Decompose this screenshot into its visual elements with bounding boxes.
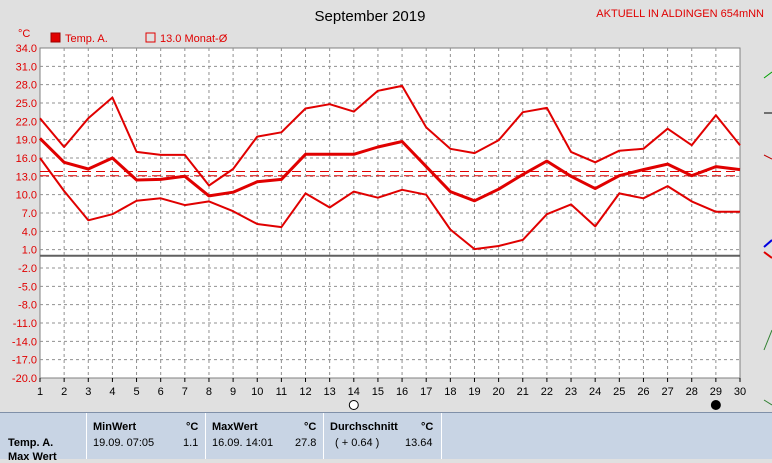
moon-phases xyxy=(348,400,721,410)
min-value: 1.1 xyxy=(183,437,199,449)
y-tick-label: -8.0 xyxy=(18,300,37,312)
y-tick-label: 7.0 xyxy=(22,208,37,220)
right-edge-fragments xyxy=(763,71,772,406)
x-tick-label: 21 xyxy=(517,386,529,398)
y-tick-label: 22.0 xyxy=(16,116,37,128)
y-tick-label: 16.0 xyxy=(16,153,37,165)
x-tick-label: 4 xyxy=(109,386,115,398)
y-tick-label: 31.0 xyxy=(16,61,37,73)
min-header: MinWert xyxy=(93,421,137,433)
x-tick-label: 10 xyxy=(251,386,263,398)
min-time: 19.09. 07:05 xyxy=(93,437,155,449)
x-tick-label: 20 xyxy=(492,386,504,398)
max-value: 27.8 xyxy=(295,437,317,449)
legend-temp-label: Temp. A. xyxy=(65,33,108,45)
x-tick-label: 1 xyxy=(37,386,43,398)
y-tick-label: -11.0 xyxy=(13,318,37,330)
min-unit: °C xyxy=(186,421,199,433)
full-moon-icon xyxy=(348,400,359,410)
y-tick-label: -17.0 xyxy=(12,355,37,367)
stats-row-label-cut: Max Wert xyxy=(8,451,57,463)
y-tick-label: 1.0 xyxy=(22,245,37,257)
x-tick-label: 30 xyxy=(734,386,746,398)
y-tick-label: -5.0 xyxy=(18,281,37,293)
station-label: AKTUELL IN ALDINGEN 654mNN xyxy=(596,8,764,20)
max-header: MaxWert xyxy=(212,421,258,433)
x-tick-label: 18 xyxy=(444,386,456,398)
x-tick-label: 12 xyxy=(299,386,311,398)
max-time: 16.09. 14:01 xyxy=(212,437,274,449)
series-line-max xyxy=(39,84,741,187)
series-line-temp-a xyxy=(38,137,741,203)
x-tick-label: 9 xyxy=(230,386,236,398)
max-unit: °C xyxy=(304,421,317,433)
legend-avg-label: 13.0 Monat-Ø xyxy=(160,33,228,45)
x-tick-label: 2 xyxy=(61,386,67,398)
x-tick-label: 6 xyxy=(158,386,164,398)
avg-unit: °C xyxy=(421,421,434,433)
x-tick-label: 19 xyxy=(468,386,480,398)
x-tick-label: 16 xyxy=(396,386,408,398)
y-tick-label: 10.0 xyxy=(16,190,37,202)
x-tick-label: 3 xyxy=(85,386,91,398)
x-tick-label: 17 xyxy=(420,386,432,398)
new-moon-icon xyxy=(710,400,721,410)
chart-title: September 2019 xyxy=(315,8,426,25)
series xyxy=(38,84,741,251)
x-tick-label: 8 xyxy=(206,386,212,398)
legend-temp-swatch xyxy=(50,32,61,43)
y-tick-label: -20.0 xyxy=(12,373,37,385)
y-axis: 34.0 31.0 28.0 25.0 22.0 19.0 16.0 13.0 10.0 7.0 4… xyxy=(12,43,37,385)
y-unit-label: °C xyxy=(18,28,30,40)
x-tick-label: 22 xyxy=(541,386,553,398)
x-tick-label: 15 xyxy=(372,386,384,398)
series-line-min xyxy=(39,157,740,251)
x-tick-label: 13 xyxy=(324,386,336,398)
x-tick-label: 23 xyxy=(565,386,577,398)
avg-delta: ( + 0.64 ) xyxy=(335,437,380,449)
statistics-panel: Temp. A. Max Wert MinWert °C 19.09. 07:0… xyxy=(0,412,772,463)
x-tick-label: 11 xyxy=(276,386,287,398)
x-tick-label: 29 xyxy=(710,386,722,398)
stats-row-label: Temp. A. xyxy=(8,437,54,449)
avg-header: Durchschnitt xyxy=(330,421,398,433)
y-tick-label: 13.0 xyxy=(16,171,37,183)
y-tick-label: 25.0 xyxy=(16,98,37,110)
y-tick-label: 19.0 xyxy=(16,135,37,147)
x-tick-label: 24 xyxy=(589,386,601,398)
x-tick-label: 27 xyxy=(661,386,673,398)
y-tick-label: 4.0 xyxy=(22,226,37,238)
x-axis: 1 2 3 4 5 6 7 8 9 10 11 12 13 14 15 16 17 18 19 20 21 22 23 24 2… xyxy=(37,378,746,398)
monthly-average-lines xyxy=(40,170,740,177)
y-tick-label: -2.0 xyxy=(18,263,37,275)
temperature-chart: September 2019 AKTUELL IN ALDINGEN 654mN… xyxy=(12,8,772,410)
y-tick-label: -14.0 xyxy=(12,336,37,348)
x-tick-label: 25 xyxy=(613,386,625,398)
x-tick-label: 14 xyxy=(348,386,360,398)
x-tick-label: 28 xyxy=(686,386,698,398)
x-tick-label: 5 xyxy=(133,386,139,398)
legend-avg-swatch xyxy=(145,32,156,43)
y-tick-label: 28.0 xyxy=(16,80,37,92)
grid xyxy=(40,48,740,378)
x-tick-label: 7 xyxy=(182,386,188,398)
y-tick-label: 34.0 xyxy=(16,43,37,55)
x-tick-label: 26 xyxy=(637,386,649,398)
avg-value: 13.64 xyxy=(405,437,433,449)
